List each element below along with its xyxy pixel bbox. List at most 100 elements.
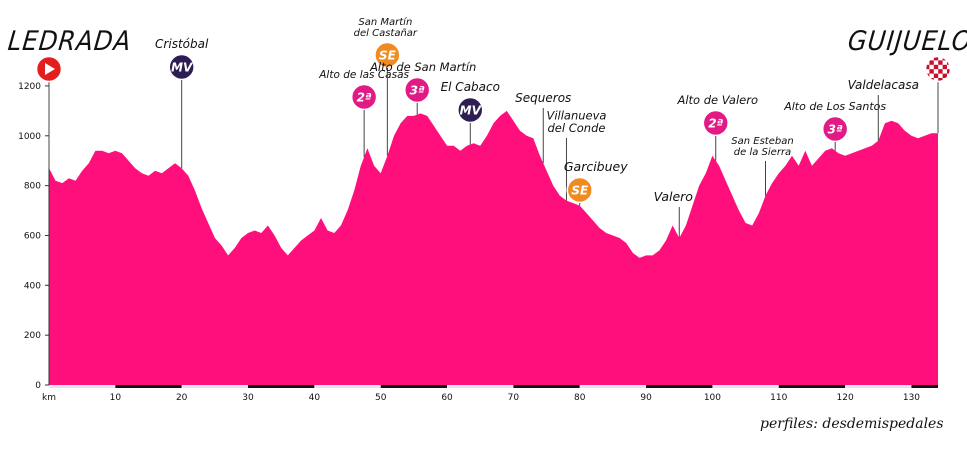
- marker-label: de la Sierra: [734, 147, 791, 158]
- x-axis-band: [712, 385, 779, 388]
- marker-valdelacasa: Valdelacasa: [848, 78, 919, 141]
- marker-label: El Cabaco: [441, 80, 500, 94]
- finish-checker-square: [929, 60, 934, 65]
- markers-layer: MV Cristóbal 2ª Alto de las Casas SE San Mart…: [155, 16, 919, 238]
- x-axis-band: [513, 385, 580, 388]
- y-tick-label: 1200: [18, 82, 41, 92]
- x-tick-label: 90: [640, 393, 652, 403]
- marker-badge-label: MV: [171, 61, 194, 75]
- finish-checker-square: [938, 78, 943, 82]
- marker-badge-mv: [456, 96, 484, 124]
- marker-label: San Martín: [358, 16, 412, 28]
- finish-checker-square: [933, 73, 939, 78]
- marker-alto-de-las-casas: 2ª Alto de las Casas: [318, 69, 410, 157]
- x-tick-label: 130: [903, 393, 920, 403]
- marker-badge-label: SE: [571, 184, 589, 198]
- marker-badge-category: [821, 115, 849, 143]
- x-axis-band: [181, 385, 249, 388]
- x-tick-label: 50: [375, 393, 387, 403]
- marker-badge-label: 2ª: [708, 117, 723, 131]
- finish-checker-square: [942, 64, 947, 70]
- marker-badge-se: [374, 41, 401, 69]
- profile-area: [49, 110, 938, 386]
- credit-text: perfiles: desdemispedales: [760, 416, 944, 432]
- y-tick-label: 1000: [18, 132, 41, 142]
- marker-badge-label: SE: [379, 49, 397, 63]
- x-axis-label: km: [42, 393, 56, 403]
- marker-el-cabaco: MV El Cabaco: [441, 80, 500, 145]
- marker-badge-label: 3ª: [828, 123, 843, 137]
- marker-label: Valero: [654, 189, 694, 204]
- marker-label: Villanueva: [546, 109, 606, 123]
- x-tick-label: 20: [176, 393, 188, 403]
- marker-label: Alto de las Casas: [318, 69, 409, 81]
- marker-label: Sequeros: [515, 91, 571, 105]
- x-axis-band: [115, 385, 182, 388]
- marker-sequeros: Sequeros: [515, 91, 571, 164]
- marker-badge-category: [403, 76, 431, 104]
- marker-label: Cristóbal: [155, 37, 209, 51]
- marker-garcibuey: SE Garcibuey: [564, 159, 628, 206]
- marker-badge-category: [702, 109, 730, 137]
- marker-badge-label: 2ª: [357, 91, 372, 105]
- x-tick-label: 110: [770, 393, 787, 403]
- x-axis-band: [911, 385, 938, 388]
- finish-checker-square: [947, 78, 951, 82]
- y-tick-label: 800: [24, 182, 41, 192]
- marker-badge-mv: [168, 53, 195, 81]
- x-axis-band: [314, 385, 381, 388]
- finish-checker-square: [938, 69, 943, 74]
- finish-checker-square: [938, 60, 943, 65]
- play-triangle-icon: [45, 63, 55, 75]
- marker-label: del Conde: [547, 121, 605, 135]
- x-tick-label: 70: [508, 393, 520, 403]
- marker-badge-label: 3ª: [410, 84, 425, 98]
- marker-alto-de-los-santos: 3ª Alto de Los Santos: [783, 100, 886, 151]
- y-tick-label: 400: [24, 281, 41, 291]
- marker-badge-se: [566, 176, 594, 204]
- x-tick-label: 120: [837, 393, 854, 403]
- x-axis-band: [49, 385, 116, 388]
- x-axis-band: [646, 385, 713, 388]
- marker-label: Alto de Los Santos: [783, 100, 886, 113]
- marker-label: del Castañar: [354, 28, 418, 39]
- finish-checker-square: [929, 69, 934, 74]
- x-tick-label: 100: [704, 393, 721, 403]
- marker-label: San Esteban: [731, 136, 793, 147]
- marker-badge-label: MV: [460, 104, 483, 118]
- finish-checker-square: [942, 73, 947, 78]
- finish-checker-square: [933, 56, 939, 61]
- x-axis-band: [845, 385, 912, 388]
- x-tick-label: 60: [441, 393, 453, 403]
- axis-layer: 0 200 400 600 800 1000 1200 10 20 30 40 50 60 70 80 90 1…: [18, 71, 938, 403]
- x-axis-band: [447, 385, 514, 388]
- marker-alto-de-san-martin: 3ª Alto de San Martín: [369, 60, 476, 115]
- finish-checker-square: [925, 64, 930, 70]
- x-axis-band: [248, 385, 315, 388]
- start-finish-layer: [35, 55, 952, 169]
- profile-area-layer: [49, 110, 938, 386]
- x-axis-band: [778, 385, 846, 388]
- marker-label: Alto de San Martín: [369, 60, 476, 74]
- y-tick-label: 200: [24, 331, 41, 341]
- marker-cristobal: MV Cristóbal: [155, 37, 209, 169]
- finish-checker-square: [947, 69, 951, 74]
- x-axis-band: [579, 385, 647, 388]
- marker-label: Garcibuey: [564, 159, 628, 174]
- x-tick-label: 30: [242, 393, 254, 403]
- x-axis-band: [380, 385, 448, 388]
- x-tick-label: 80: [574, 393, 586, 403]
- finish-checker-square: [933, 64, 939, 70]
- x-tick-label: 40: [309, 393, 321, 403]
- y-tick-label: 0: [35, 381, 41, 391]
- marker-alto-de-valero: 2ª Alto de Valero: [676, 93, 758, 161]
- marker-badge-category: [350, 83, 378, 111]
- y-tick-label: 600: [24, 231, 41, 241]
- marker-label: Alto de Valero: [676, 93, 758, 107]
- marker-label: Valdelacasa: [848, 78, 919, 92]
- x-tick-label: 10: [110, 393, 122, 403]
- marker-valero: Valero: [654, 189, 694, 238]
